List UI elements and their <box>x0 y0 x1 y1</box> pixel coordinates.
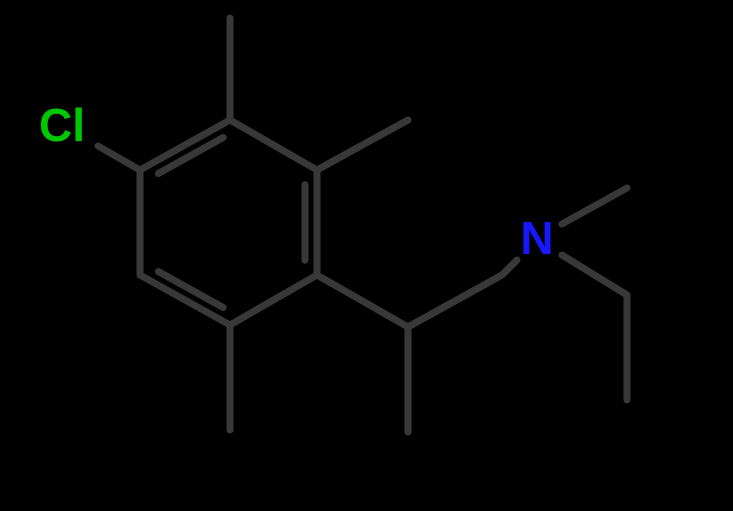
atom-label-cl: Cl <box>39 99 85 151</box>
bond <box>317 275 408 327</box>
atom-label-n: N <box>520 212 553 264</box>
bond <box>502 260 517 275</box>
bond <box>230 120 317 170</box>
bond <box>98 146 140 170</box>
bond <box>562 188 627 224</box>
bond <box>562 255 627 295</box>
bond <box>408 275 502 327</box>
bond <box>317 120 408 170</box>
bond <box>230 275 317 325</box>
molecule-canvas: Cl N <box>0 0 733 511</box>
